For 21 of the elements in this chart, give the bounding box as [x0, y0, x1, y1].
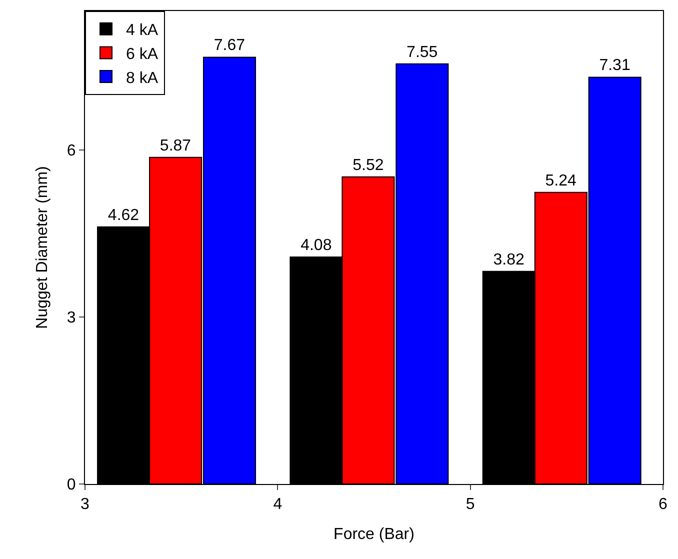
data-label: 4.08 [300, 236, 332, 254]
y-tick-label: 0 [66, 476, 76, 494]
data-label: 5.24 [545, 172, 577, 190]
x-tick-label: 6 [658, 496, 668, 514]
y-tick-label: 6 [66, 142, 76, 160]
y-axis-title: Nugget Diameter (mm) [34, 166, 51, 329]
legend-label: 4 kA [126, 22, 158, 40]
data-label: 5.87 [160, 137, 192, 154]
x-tick-label: 4 [273, 496, 282, 514]
legend-label: 6 kA [126, 46, 158, 63]
y-tick-label: 3 [66, 310, 76, 327]
data-label: 7.67 [214, 37, 246, 54]
data-label: 4.62 [108, 206, 140, 224]
data-label: 5.52 [352, 156, 384, 174]
data-label: 3.82 [493, 251, 524, 268]
legend-label: 8 kA [126, 70, 158, 87]
data-label: 7.55 [406, 44, 438, 61]
x-axis-title: Force (Bar) [334, 526, 414, 543]
x-tick-label: 3 [80, 496, 90, 514]
x-tick-label: 5 [466, 496, 475, 514]
data-label: 7.31 [599, 57, 630, 74]
